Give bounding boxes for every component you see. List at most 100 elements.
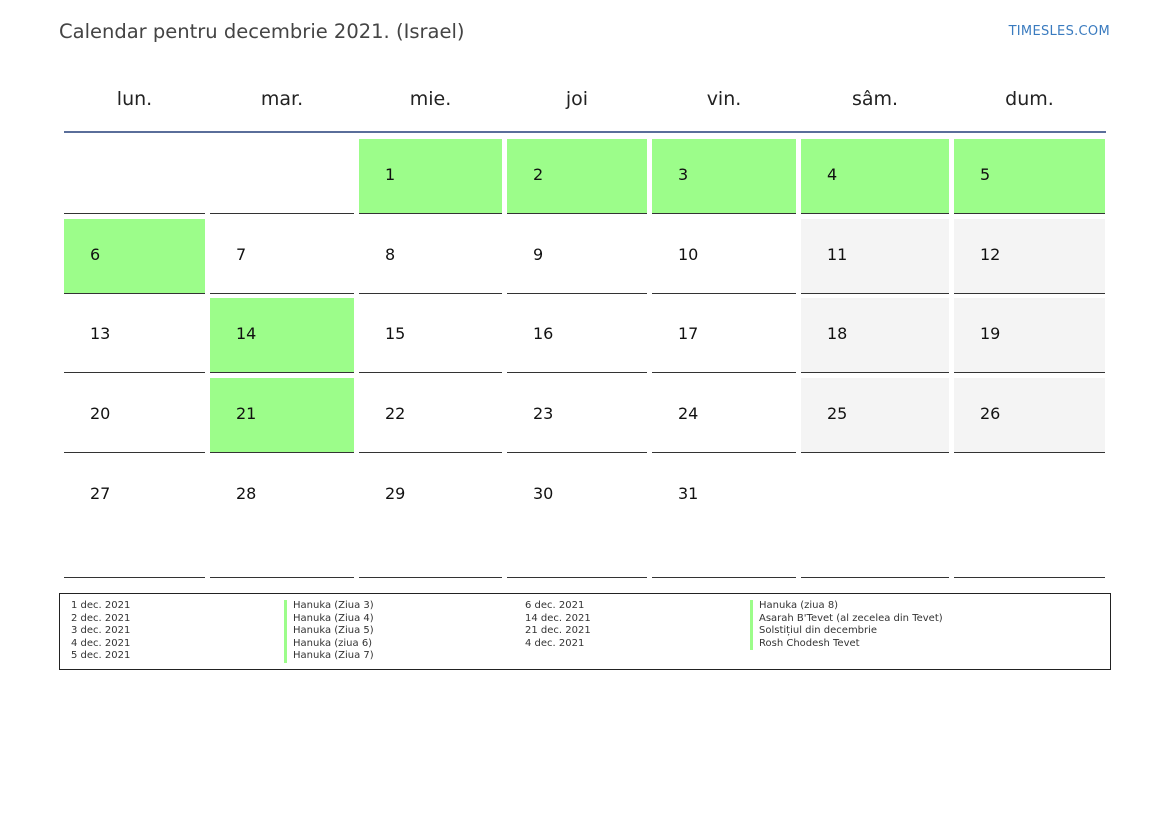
legend-holiday-name: Asarah B'Tevet (al zecelea din Tevet) <box>750 612 943 625</box>
holiday-legend: 1 dec. 2021 2 dec. 2021 3 dec. 2021 4 dec. … <box>59 593 1111 670</box>
day-number: 11 <box>827 245 848 264</box>
weekday-label: dum. <box>1005 88 1054 110</box>
empty-day-cell <box>64 139 205 214</box>
day-number: 25 <box>827 404 848 423</box>
legend-date: 6 dec. 2021 <box>525 600 585 611</box>
day-number: 19 <box>980 324 1001 343</box>
day-cell[interactable]: 7 <box>210 219 354 294</box>
day-number: 28 <box>236 484 257 503</box>
day-number: 15 <box>385 324 406 343</box>
legend-holiday-name: Hanuka (Ziua 5) <box>284 625 374 638</box>
legend-right-names: Hanuka (ziua 8) Asarah B'Tevet (al zecele… <box>750 600 943 650</box>
day-cell[interactable]: 10 <box>652 219 796 294</box>
weekday-label: mie. <box>409 88 452 110</box>
day-number: 27 <box>90 484 111 503</box>
day-cell[interactable]: 18 <box>801 298 949 373</box>
day-number: 8 <box>385 245 396 264</box>
legend-date: 21 dec. 2021 <box>525 625 591 636</box>
day-cell[interactable]: 26 <box>954 378 1105 453</box>
legend-date: 1 dec. 2021 <box>71 600 131 611</box>
legend-date: 4 dec. 2021 <box>71 637 131 649</box>
empty-day-cell <box>801 458 949 578</box>
weekday-label: mar. <box>260 88 304 110</box>
day-cell[interactable]: 6 <box>64 219 205 294</box>
day-cell[interactable]: 19 <box>954 298 1105 373</box>
legend-holiday-name: Solstițiul din decembrie <box>750 625 943 638</box>
page-title: Calendar pentru decembrie 2021. (Israel) <box>59 20 465 43</box>
empty-day-cell <box>954 458 1105 578</box>
day-cell[interactable]: 23 <box>507 378 647 453</box>
legend-holiday-name: Hanuka (Ziua 7) <box>284 650 374 663</box>
day-number: 18 <box>827 324 848 343</box>
weekday-label: lun. <box>116 88 153 110</box>
day-cell[interactable]: 15 <box>359 298 502 373</box>
day-cell[interactable]: 27 <box>64 458 205 578</box>
day-number: 2 <box>533 165 544 184</box>
day-cell[interactable]: 28 <box>210 458 354 578</box>
weekday-label: sâm. <box>851 88 899 110</box>
day-number: 21 <box>236 404 257 423</box>
weekday-label: joi <box>565 88 589 110</box>
day-number: 24 <box>678 404 699 423</box>
day-number: 10 <box>678 245 699 264</box>
empty-day-cell <box>210 139 354 214</box>
day-cell[interactable]: 2 <box>507 139 647 214</box>
day-cell[interactable]: 12 <box>954 219 1105 294</box>
legend-holiday-name: Hanuka (ziua 6) <box>284 637 374 650</box>
day-number: 14 <box>236 324 257 343</box>
day-cell[interactable]: 17 <box>652 298 796 373</box>
day-cell[interactable]: 22 <box>359 378 502 453</box>
day-number: 4 <box>827 165 838 184</box>
day-number: 26 <box>980 404 1001 423</box>
day-number: 31 <box>678 484 699 503</box>
day-cell[interactable]: 8 <box>359 219 502 294</box>
day-number: 5 <box>980 165 991 184</box>
day-cell[interactable]: 20 <box>64 378 205 453</box>
day-cell[interactable]: 14 <box>210 298 354 373</box>
day-number: 7 <box>236 245 247 264</box>
legend-date: 3 dec. 2021 <box>71 625 131 636</box>
day-cell[interactable]: 11 <box>801 219 949 294</box>
day-cell[interactable]: 9 <box>507 219 647 294</box>
day-cell[interactable]: 4 <box>801 139 949 214</box>
day-cell[interactable]: 5 <box>954 139 1105 214</box>
day-cell[interactable]: 3 <box>652 139 796 214</box>
weekday-label: vin. <box>706 88 742 110</box>
legend-date: 4 dec. 2021 <box>525 637 585 649</box>
legend-date: 2 dec. 2021 <box>71 612 131 624</box>
legend-left-names: Hanuka (Ziua 3) Hanuka (Ziua 4) Hanuka (Zi… <box>284 600 374 663</box>
day-cell[interactable]: 13 <box>64 298 205 373</box>
legend-holiday-name: Hanuka (Ziua 4) <box>284 612 374 625</box>
legend-holiday-name: Rosh Chodesh Tevet <box>750 637 943 650</box>
day-number: 29 <box>385 484 406 503</box>
day-cell[interactable]: 24 <box>652 378 796 453</box>
day-number: 12 <box>980 245 1001 264</box>
day-cell[interactable]: 25 <box>801 378 949 453</box>
day-number: 30 <box>533 484 554 503</box>
legend-holiday-name: Hanuka (Ziua 3) <box>284 600 374 613</box>
legend-date: 5 dec. 2021 <box>71 650 131 661</box>
day-number: 17 <box>678 324 699 343</box>
day-cell[interactable]: 29 <box>359 458 502 578</box>
legend-left-dates: 1 dec. 2021 2 dec. 2021 3 dec. 2021 4 dec. … <box>71 600 130 663</box>
day-number: 9 <box>533 245 544 264</box>
day-cell[interactable]: 30 <box>507 458 647 578</box>
day-number: 13 <box>90 324 111 343</box>
header-divider <box>64 131 1106 133</box>
weekday-header-row: lun. mar. mie. joi vin. sâm. dum. <box>0 86 1169 116</box>
day-number: 6 <box>90 245 101 264</box>
day-number: 3 <box>678 165 689 184</box>
legend-holiday-name: Hanuka (ziua 8) <box>750 600 943 613</box>
day-number: 22 <box>385 404 406 423</box>
day-cell[interactable]: 16 <box>507 298 647 373</box>
day-number: 23 <box>533 404 554 423</box>
day-cell[interactable]: 1 <box>359 139 502 214</box>
day-cell[interactable]: 21 <box>210 378 354 453</box>
day-number: 1 <box>385 165 396 184</box>
day-number: 16 <box>533 324 554 343</box>
site-link[interactable]: TIMESLES.COM <box>1008 24 1110 39</box>
legend-right-dates: 6 dec. 2021 14 dec. 2021 21 dec. 2021 4 dec… <box>525 600 591 650</box>
day-number: 20 <box>90 404 111 423</box>
day-cell[interactable]: 31 <box>652 458 796 578</box>
legend-date: 14 dec. 2021 <box>525 612 591 624</box>
